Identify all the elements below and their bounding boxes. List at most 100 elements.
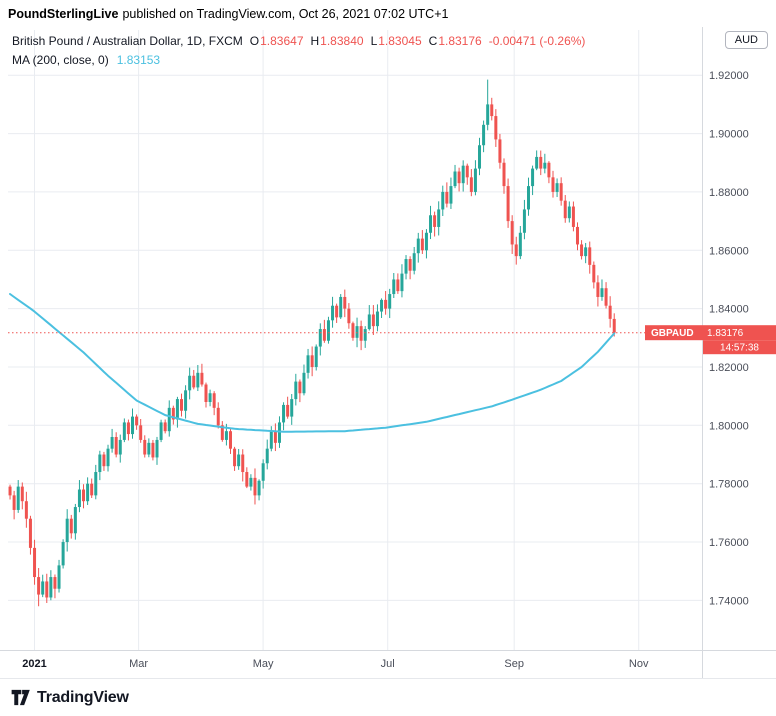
candle-body — [196, 372, 200, 388]
ma-value: 1.83153 — [116, 53, 161, 67]
candle-body — [24, 501, 28, 519]
candle-body — [404, 259, 408, 274]
candle-body — [380, 299, 384, 312]
price-scale[interactable]: 1.92000 1.90000 1.88000 1.86000 1.84000 1.820… — [709, 70, 749, 607]
candle-body — [53, 577, 57, 589]
open-label: O — [249, 34, 260, 48]
candle-body — [171, 407, 175, 420]
open-value: 1.83647 — [260, 34, 304, 48]
low-value: 1.83045 — [378, 34, 422, 48]
svg-text:May: May — [253, 658, 274, 670]
candle-body — [551, 177, 555, 192]
candle-body — [208, 393, 212, 402]
candle-body — [539, 156, 543, 169]
candle-body — [522, 209, 526, 233]
candle-body — [331, 305, 335, 321]
price-scale-currency-button[interactable]: AUD — [724, 31, 768, 49]
close-value: 1.83176 — [438, 34, 482, 48]
close-label: C — [428, 34, 438, 48]
candle-body — [478, 145, 482, 169]
candle-body — [94, 472, 98, 496]
price-chart[interactable]: 1.92000 1.90000 1.88000 1.86000 1.84000 1.820… — [0, 27, 776, 678]
candle-body — [371, 314, 375, 327]
candle-body — [567, 206, 571, 219]
time-axis[interactable]: 2021 Mar May Jul Sep Nov — [22, 658, 649, 670]
candle-body — [188, 375, 192, 391]
candle-body — [61, 542, 65, 566]
candle-body — [228, 431, 232, 449]
svg-text:GBPAUD: GBPAUD — [651, 328, 694, 339]
candle-body — [69, 518, 73, 534]
candle-body — [612, 318, 616, 333]
candle-body — [494, 116, 498, 140]
ma-legend-row[interactable]: MA (200, close, 0) 1.83153 — [12, 51, 585, 70]
candle-body — [204, 384, 208, 402]
candle-body — [339, 296, 343, 318]
candle-body — [437, 209, 441, 227]
candle-body — [367, 314, 371, 330]
candle-body — [167, 407, 171, 432]
svg-text:1.92000: 1.92000 — [709, 70, 749, 82]
logo-shape-bar — [11, 689, 22, 706]
candle-body — [110, 437, 114, 449]
candle-body — [384, 299, 388, 309]
candle-body — [224, 431, 228, 440]
candle-body — [420, 238, 424, 251]
candle-body — [461, 165, 465, 184]
candle-body — [131, 416, 135, 435]
svg-text:Mar: Mar — [129, 658, 148, 670]
candle-body — [388, 294, 392, 309]
candle-body — [163, 422, 167, 432]
candle-body — [118, 439, 122, 455]
candle-body — [245, 472, 249, 487]
candle-body — [375, 311, 379, 327]
candle-body — [269, 431, 273, 449]
publisher-name: PoundSterlingLive — [8, 6, 119, 21]
candle-body — [135, 416, 139, 426]
attribution-bar: PoundSterlingLive published on TradingVi… — [0, 0, 776, 27]
last-price-tag[interactable]: GBPAUD 1.83176 14:57:38 — [645, 325, 776, 355]
candle-body — [277, 422, 281, 443]
candle-body — [37, 577, 41, 595]
candle-body — [294, 381, 298, 400]
candle-body — [429, 215, 433, 233]
candle-body — [424, 232, 428, 251]
tradingview-logo-icon[interactable] — [10, 688, 31, 707]
high-label: H — [310, 34, 320, 48]
change-value: -0.00471 (-0.26%) — [488, 34, 586, 48]
candle-body — [241, 454, 245, 473]
candle-body — [473, 168, 477, 192]
candle-body — [286, 404, 290, 417]
candle-body — [82, 489, 86, 502]
candle-body — [575, 226, 579, 245]
svg-text:Jul: Jul — [381, 658, 395, 670]
low-label: L — [370, 34, 378, 48]
candle-body — [33, 547, 37, 578]
candle-body — [604, 288, 608, 306]
candle-body — [184, 390, 188, 411]
candle-body — [77, 489, 81, 508]
candle-body — [143, 439, 147, 455]
svg-text:1.82000: 1.82000 — [709, 362, 749, 374]
candle-body — [457, 171, 461, 184]
candle-body — [57, 565, 61, 589]
candle-body — [396, 279, 400, 292]
candle-body — [8, 486, 12, 496]
svg-text:14:57:38: 14:57:38 — [720, 343, 759, 354]
candle-body — [249, 477, 253, 487]
svg-text:1.88000: 1.88000 — [709, 187, 749, 199]
candle-body — [147, 442, 151, 455]
svg-text:1.86000: 1.86000 — [709, 245, 749, 257]
candle-body — [282, 404, 286, 423]
symbol-legend-row[interactable]: British Pound / Australian Dollar, 1D, F… — [12, 32, 585, 51]
candle-body — [233, 448, 237, 467]
candle-body — [502, 162, 506, 187]
candle-body — [355, 326, 359, 338]
candle-body — [563, 200, 567, 219]
tradingview-wordmark[interactable]: TradingView — [37, 688, 129, 706]
candle-body — [318, 329, 322, 347]
candle-body — [45, 581, 49, 598]
chart-area: 1.92000 1.90000 1.88000 1.86000 1.84000 1.820… — [0, 27, 776, 678]
candle-body — [518, 232, 522, 257]
